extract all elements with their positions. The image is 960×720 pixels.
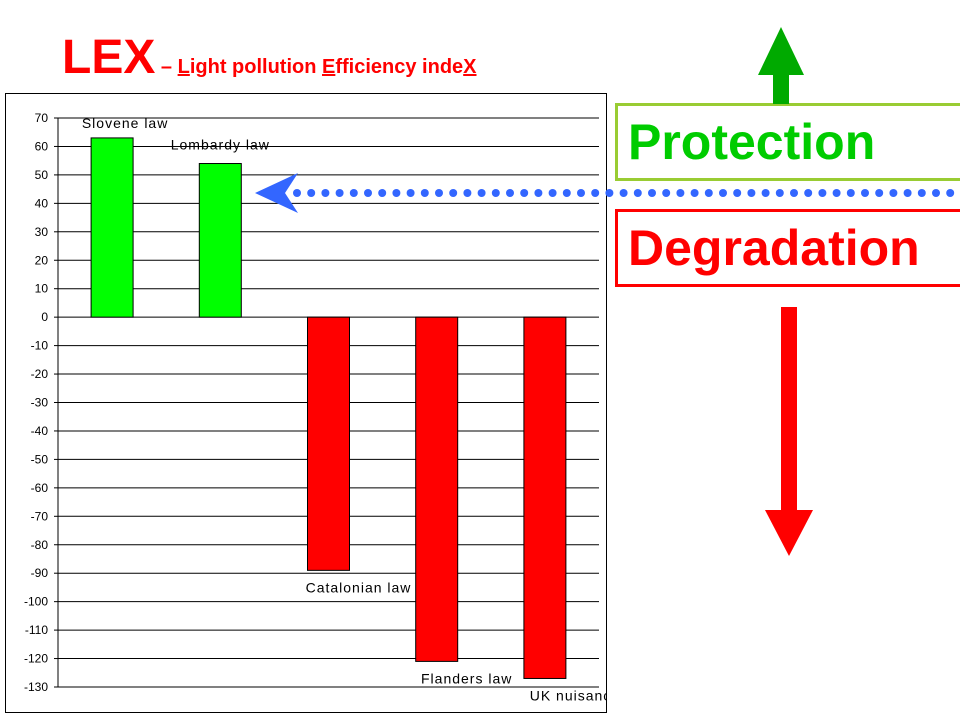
pointer-dot: [704, 189, 713, 197]
y-tick-label: -60: [31, 481, 49, 495]
pointer-dot: [875, 189, 884, 197]
y-tick-label: -70: [31, 509, 49, 523]
bar-category-label: Flanders law: [421, 670, 512, 686]
pointer-dot: [903, 189, 912, 197]
y-tick-label: -20: [31, 367, 49, 381]
y-tick-label: -10: [31, 339, 49, 353]
pointer-dot: [648, 189, 656, 197]
bar-category-label: Lombardy law: [171, 137, 270, 153]
pointer-dot: [832, 189, 841, 197]
bar: [90, 137, 134, 318]
pointer-dot: [619, 189, 628, 197]
page-title: LEX – Light pollution Efficiency indeX: [62, 30, 477, 85]
pointer-dot: [846, 189, 855, 197]
bar: [198, 163, 242, 318]
pointer-dot: [932, 189, 940, 197]
pointer-dot: [747, 189, 756, 197]
y-tick-label: 10: [35, 282, 49, 296]
pointer-dot: [861, 189, 869, 197]
title-letter-e: E: [322, 56, 336, 78]
y-tick-label: 70: [35, 111, 49, 125]
y-tick-label: 60: [35, 139, 49, 153]
y-tick-label: 0: [41, 310, 48, 324]
bar-category-label: Catalonian law: [306, 579, 412, 595]
y-tick-label: -40: [31, 424, 49, 438]
up-arrow-icon: [758, 27, 804, 104]
pointer-dot: [889, 189, 898, 197]
y-tick-label: -110: [25, 623, 48, 637]
pointer-dot: [775, 189, 784, 197]
y-tick-label: 40: [35, 196, 49, 210]
y-tick-label: -30: [31, 396, 49, 410]
y-tick-label: -100: [24, 595, 48, 609]
degradation-label: Degradation: [615, 209, 960, 287]
pointer-dot: [818, 189, 827, 197]
y-tick-label: 50: [35, 168, 49, 182]
pointer-dot: [733, 189, 742, 197]
bar: [307, 316, 350, 571]
y-tick-label: -90: [31, 566, 49, 580]
pointer-dot: [917, 189, 926, 197]
chart-frame: 70 60 50 40 30 20 10 0 -10 -20 -30 -40 -50 -60 -70 -80 -…: [5, 93, 607, 713]
bar: [415, 316, 459, 662]
pointer-dot: [633, 189, 642, 197]
pointer-dot: [790, 189, 798, 197]
y-tick-label: -80: [31, 538, 49, 552]
bar: [523, 316, 567, 679]
down-arrow-icon: [765, 307, 813, 556]
y-tick-label: -50: [31, 452, 49, 466]
title-part-1: ight pollution: [189, 56, 323, 78]
title-part-3: fficiency inde: [335, 56, 464, 78]
bar-category-label: Slovene law: [82, 115, 169, 131]
title-letter-l: L: [177, 56, 190, 78]
y-tick-label: -120: [24, 652, 48, 666]
pointer-dot: [946, 189, 955, 197]
y-tick-label: -130: [24, 680, 48, 694]
title-acronym: LEX: [62, 31, 156, 84]
title-letter-x: X: [463, 56, 477, 78]
bar-chart: 70 60 50 40 30 20 10 0 -10 -20 -30 -40 -50 -60 -70 -80 -…: [24, 111, 606, 703]
pointer-dot: [662, 189, 671, 197]
y-tick-label: 30: [35, 225, 49, 239]
pointer-dot: [690, 189, 699, 197]
y-tick-label: 20: [35, 253, 49, 267]
protection-label: Protection: [615, 103, 960, 181]
title-dash: –: [155, 56, 178, 78]
pointer-dot: [761, 189, 770, 197]
pointer-dot: [676, 189, 685, 197]
pointer-dot: [804, 189, 813, 197]
bar-category-label: UK nuisance: [530, 687, 606, 703]
pointer-dot: [719, 189, 727, 197]
